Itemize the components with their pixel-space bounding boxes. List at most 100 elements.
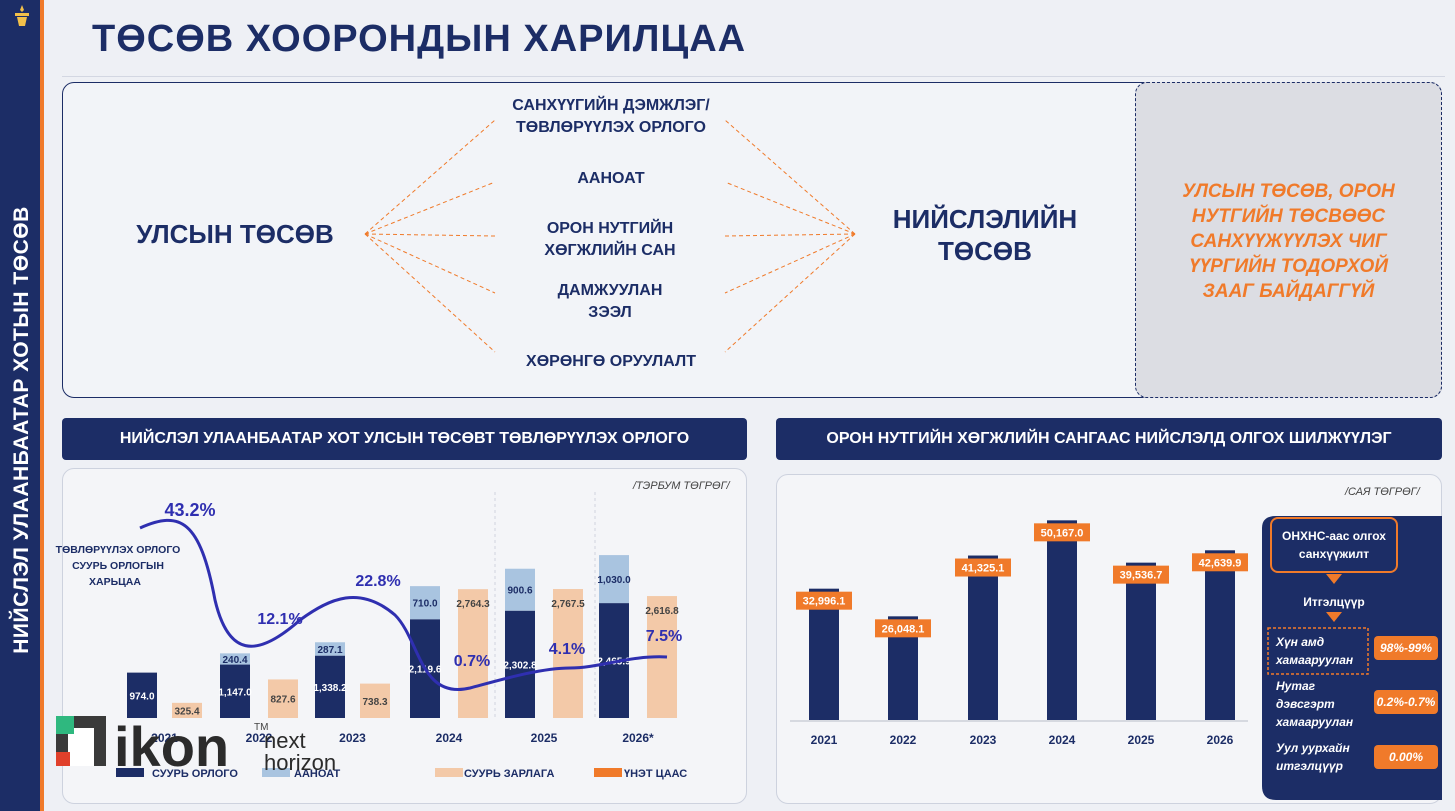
info-row-value: 98%-99% <box>1380 641 1432 655</box>
flow-label-4: ДАМЖУУЛАН ЗЭЭЛ <box>557 282 663 321</box>
ikon-brand: ikon <box>114 715 229 778</box>
bar-base-revenue <box>220 664 250 718</box>
ikon-tag-1: next <box>264 728 306 753</box>
legend-label: СУУРЬ ОРЛОГО <box>152 768 238 780</box>
bar-base-revenue <box>127 672 157 718</box>
bar-transfer <box>1205 550 1235 720</box>
ratio-point-label: 22.8% <box>355 573 400 590</box>
bar-base-expense <box>458 589 488 718</box>
value-label: 50,167.0 <box>1041 527 1084 539</box>
source-budget-label: УЛСЫН ТӨСӨВ <box>136 219 334 249</box>
title-divider <box>62 76 1445 77</box>
label-base-expense: 827.6 <box>270 695 295 706</box>
info-card-sub: Итгэлцүүр <box>1303 595 1365 609</box>
sidebar: НИЙСЛЭЛ УЛААНБААТАР ХОТЫН ТӨСӨВ <box>0 0 44 811</box>
bar-corporate-tax <box>599 555 629 604</box>
label-corporate-tax: 710.0 <box>412 599 437 610</box>
label-base-expense: 738.3 <box>362 697 387 708</box>
x-tick-label: 2024 <box>1049 733 1076 747</box>
value-label-box <box>796 591 852 610</box>
value-label-box <box>875 619 931 638</box>
x-tick-label: 2021 <box>151 731 178 745</box>
left-chart-panel <box>62 468 747 804</box>
x-tick-label: 2023 <box>339 731 366 745</box>
bar-base-expense <box>172 702 202 718</box>
value-label: 26,048.1 <box>882 623 925 635</box>
legend-label: ААНОАТ <box>294 768 341 780</box>
left-chart-unit: /ТЭРБУМ ТӨГРӨГ/ <box>633 480 730 492</box>
label-base-expense: 2,767.5 <box>551 599 585 610</box>
label-base-revenue: 1,147.0 <box>218 687 252 698</box>
flow-label-1: САНХҮҮГИЙН ДЭМЖЛЭГ/ ТӨВЛӨРҮҮЛЭХ ОРЛОГО <box>512 97 710 136</box>
label-corporate-tax: 900.6 <box>507 586 532 597</box>
legend-swatch <box>262 768 290 777</box>
legend-label: СУУРЬ ЗАРЛАГА <box>464 768 554 780</box>
ikon-watermark: ikon TM next horizon <box>54 708 354 792</box>
bar-base-expense <box>553 589 583 718</box>
info-row-label: Уул уурхайн <box>1276 741 1350 755</box>
bar-transfer <box>968 555 998 720</box>
government-emblem-icon <box>6 4 38 44</box>
info-row-label: дэвсгэрт <box>1276 697 1335 711</box>
ratio-point-label: 7.5% <box>646 628 682 645</box>
bar-transfer <box>809 588 839 720</box>
ratio-legend-label: СУУРЬ ОРЛОГЫН <box>72 560 164 572</box>
x-tick-label: 2021 <box>811 733 838 747</box>
bar-corporate-tax <box>410 586 440 620</box>
value-label-box <box>1034 523 1090 542</box>
note-text: УЛСЫН ТӨСӨВ, ОРОН НУТГИЙН ТӨСВӨӨС САНХҮҮ… <box>1182 181 1395 302</box>
x-tick-label: 2022 <box>890 733 917 747</box>
ratio-point-label: 4.1% <box>549 641 585 658</box>
page-title: ТӨСӨВ ХООРОНДЫН ХАРИЛЦАА <box>92 18 747 60</box>
label-base-expense: 2,616.8 <box>645 606 679 617</box>
bar-base-revenue <box>315 655 345 718</box>
bar-corporate-tax <box>505 568 535 611</box>
ratio-line <box>139 519 668 692</box>
info-row-value-box <box>1374 745 1438 769</box>
info-row-value-box <box>1374 690 1438 714</box>
info-row-label: Нутаг <box>1276 679 1316 693</box>
x-tick-label: 2026* <box>622 731 654 745</box>
label-base-expense: 2,764.3 <box>456 599 490 610</box>
label-base-revenue: 974.0 <box>129 691 154 702</box>
bar-transfer <box>1126 562 1156 720</box>
label-corporate-tax: 287.1 <box>317 645 342 656</box>
x-tick-label: 2023 <box>970 733 997 747</box>
info-row-value: 0.2%-0.7% <box>1377 695 1436 709</box>
arrow-down-icon <box>1326 574 1342 584</box>
bar-corporate-tax <box>220 653 250 665</box>
ikon-tm: TM <box>254 722 268 733</box>
label-corporate-tax: 1,030.0 <box>597 575 631 586</box>
row-highlight-frame <box>1267 627 1369 675</box>
value-label: 42,639.9 <box>1199 557 1242 569</box>
x-tick-label: 2022 <box>246 731 273 745</box>
flow-label-2: ААНОАТ <box>577 170 645 187</box>
bar-transfer <box>1047 520 1077 720</box>
label-base-expense: 325.4 <box>174 706 199 717</box>
info-card-header: санхүүжилт <box>1299 547 1369 561</box>
label-base-revenue: 1,338.2 <box>313 683 347 694</box>
value-label: 39,536.7 <box>1120 570 1163 582</box>
legend-swatch <box>116 768 144 777</box>
x-tick-label: 2025 <box>531 731 558 745</box>
bar-corporate-tax <box>315 642 345 656</box>
legend-swatch <box>435 768 463 777</box>
right-chart-header: ОРОН НУТГИЙН ХӨГЖЛИЙН САНГААС НИЙСЛЭЛД О… <box>776 418 1442 460</box>
arrow-down-icon <box>1326 612 1342 622</box>
note-box: УЛСЫН ТӨСӨВ, ОРОН НУТГИЙН ТӨСВӨӨС САНХҮҮ… <box>1135 82 1442 398</box>
info-card-header-frame <box>1270 517 1398 573</box>
x-tick-label: 2024 <box>436 731 463 745</box>
ratio-point-label: 12.1% <box>257 611 302 628</box>
legend-label: ҮНЭТ ЦААС <box>624 768 687 780</box>
info-card <box>1262 516 1442 800</box>
flow-label-5: ХӨРӨНГӨ ОРУУЛАЛТ <box>526 353 696 370</box>
ratio-legend-label: ХАРЬЦАА <box>89 576 141 588</box>
bar-base-expense <box>268 679 298 718</box>
info-row-label: итгэлцүүр <box>1276 759 1343 773</box>
value-label: 41,325.1 <box>962 563 1005 575</box>
right-chart-unit: /САЯ ТӨГРӨГ/ <box>1345 486 1420 498</box>
x-tick-label: 2026 <box>1207 733 1234 747</box>
